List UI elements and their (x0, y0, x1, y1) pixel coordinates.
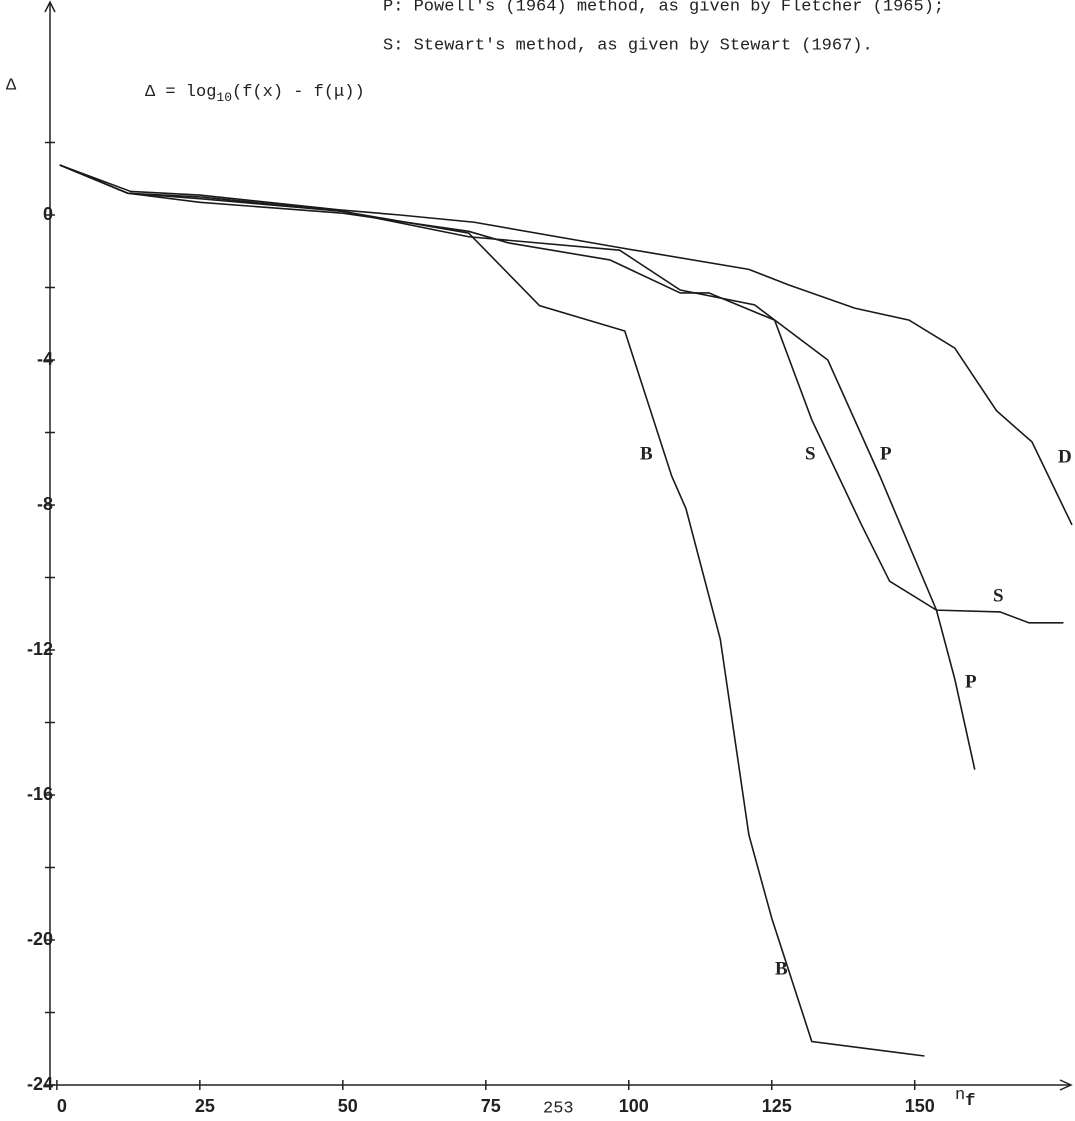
x-tick-label: 25 (195, 1096, 215, 1116)
x-axis-label: nf (955, 1086, 975, 1111)
formula-lhs: Δ = log (145, 83, 216, 102)
y-tick-label: -16 (27, 784, 53, 804)
y-tick-label: -20 (27, 929, 53, 949)
x-tick-label: 50 (338, 1096, 358, 1116)
y-arrow (44, 0, 56, 13)
series-label: P (880, 443, 892, 464)
y-tick-label: -8 (37, 494, 53, 514)
series-label: B (775, 958, 788, 979)
y-axis-label: Δ (6, 76, 17, 95)
formula: Δ = log10(f(x) - f(μ)) (145, 83, 365, 105)
series-line (59, 164, 976, 770)
series-line (59, 164, 1064, 624)
series-label: S (805, 443, 816, 464)
series-label: P (965, 671, 977, 692)
x-label-sub: f (965, 1092, 975, 1111)
note: S: Stewart's method, as given by Stewart… (383, 36, 873, 55)
y-tick-label: -12 (27, 639, 53, 659)
series-label: B (640, 443, 653, 464)
x-tick-label: 150 (905, 1096, 935, 1116)
x-tick-label: 125 (762, 1096, 792, 1116)
series-line (59, 164, 1073, 526)
formula-sub: 10 (216, 90, 232, 105)
y-tick-label: -24 (27, 1074, 53, 1094)
page-number: 253 (543, 1099, 574, 1118)
series-label: S (993, 585, 1004, 606)
x-tick-label: 100 (619, 1096, 649, 1116)
note: P: Powell's (1964) method, as given by F… (383, 0, 944, 16)
formula-rhs: (f(x) - f(μ)) (232, 83, 365, 102)
x-arrow (1059, 1079, 1073, 1091)
y-tick-label: 0 (43, 204, 53, 224)
x-label-main: n (955, 1086, 965, 1105)
y-tick-label: -4 (37, 349, 53, 369)
x-tick-label: 75 (481, 1096, 501, 1116)
series-label: D (1058, 446, 1072, 467)
series-line (59, 164, 925, 1057)
x-tick-label: 0 (57, 1096, 67, 1116)
